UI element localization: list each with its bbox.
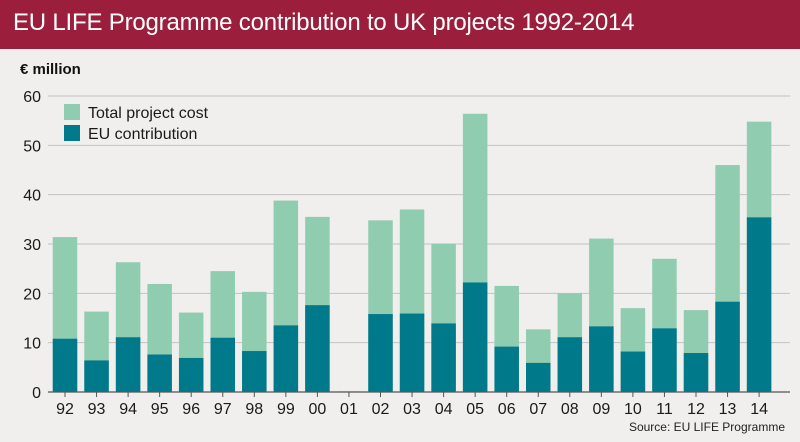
x-tick-label: 13 <box>719 401 737 418</box>
bar-eu-contribution <box>683 353 709 392</box>
y-tick-label: 60 <box>23 89 41 106</box>
legend-label-eu: EU contribution <box>88 126 197 143</box>
bar-eu-contribution <box>115 337 141 392</box>
x-tick-label: 08 <box>561 401 579 418</box>
x-tick-label: 00 <box>309 401 327 418</box>
bar-eu-contribution <box>652 328 677 392</box>
bar-eu-contribution <box>431 323 456 392</box>
x-tick-label: 09 <box>592 401 610 418</box>
x-tick-label: 07 <box>529 401 547 418</box>
bar-eu-contribution <box>399 313 425 392</box>
x-tick-label: 98 <box>245 401 263 418</box>
bar-eu-contribution <box>526 362 551 392</box>
bar-eu-contribution <box>242 351 267 392</box>
bar-eu-contribution <box>589 326 614 392</box>
x-tick-label: 95 <box>151 401 169 418</box>
legend-swatch-total <box>64 104 80 120</box>
x-tick-label: 02 <box>372 401 390 418</box>
legend-label-total: Total project cost <box>88 105 209 122</box>
y-axis-unit-label: € million <box>20 61 81 78</box>
x-tick-label: 94 <box>119 401 137 418</box>
y-tick-label: 30 <box>23 237 41 254</box>
x-tick-label: 10 <box>624 401 642 418</box>
x-tick-label: 12 <box>687 401 705 418</box>
x-tick-label: 04 <box>435 401 453 418</box>
bar-eu-contribution <box>620 351 646 392</box>
source-note: Source: EU LIFE Programme <box>628 420 785 434</box>
x-tick-label: 96 <box>182 401 200 418</box>
x-tick-label: 93 <box>88 401 106 418</box>
chart-title: EU LIFE Programme contribution to UK pro… <box>13 9 635 36</box>
x-tick-label: 92 <box>56 401 74 418</box>
bar-eu-contribution <box>52 338 78 392</box>
bar-eu-contribution <box>147 354 172 392</box>
bar-eu-contribution <box>368 314 393 392</box>
bar-eu-contribution <box>494 346 519 392</box>
x-tick-label: 01 <box>340 401 358 418</box>
y-tick-label: 10 <box>23 336 41 353</box>
bar-eu-contribution <box>557 337 583 392</box>
title-bar: EU LIFE Programme contribution to UK pro… <box>0 0 800 49</box>
bar-eu-contribution <box>462 282 488 392</box>
bar-eu-contribution <box>273 325 299 392</box>
bar-eu-contribution <box>84 360 109 392</box>
x-tick-label: 97 <box>214 401 232 418</box>
x-tick-label: 05 <box>466 401 484 418</box>
bar-eu-contribution <box>715 301 740 392</box>
y-tick-label: 20 <box>23 286 41 303</box>
y-tick-label: 50 <box>23 138 41 155</box>
bar-eu-contribution <box>178 357 204 392</box>
x-tick-label: 99 <box>277 401 295 418</box>
bar-eu-contribution <box>210 337 235 392</box>
y-tick-label: 40 <box>23 188 41 205</box>
x-tick-label: 06 <box>498 401 516 418</box>
bar-eu-contribution <box>746 217 772 392</box>
y-tick-label: 0 <box>32 385 41 402</box>
x-tick-label: 03 <box>403 401 421 418</box>
x-tick-label: 11 <box>656 401 673 418</box>
x-tick-label: 14 <box>750 401 768 418</box>
bar-eu-contribution <box>305 305 330 392</box>
legend-swatch-eu <box>64 125 80 141</box>
